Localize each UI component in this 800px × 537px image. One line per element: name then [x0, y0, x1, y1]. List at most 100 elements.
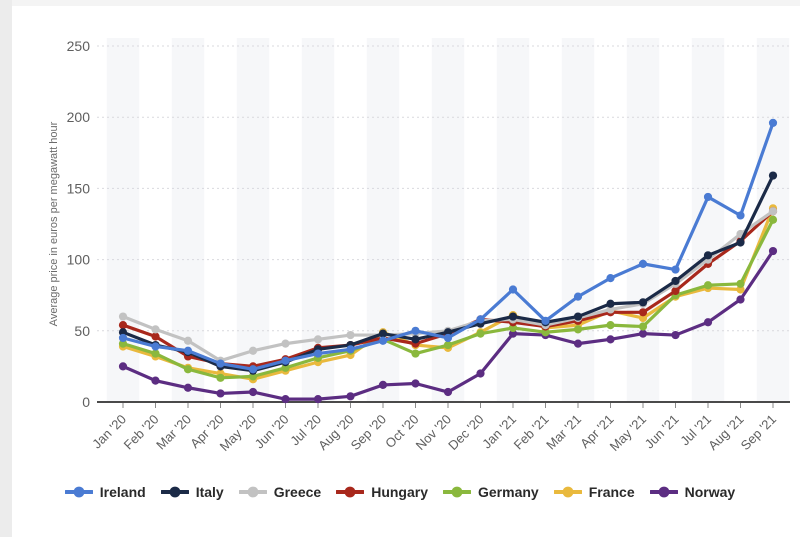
legend-item-greece[interactable]: Greece — [238, 484, 322, 500]
series-point-greece[interactable] — [118, 312, 128, 321]
series-point-norway[interactable] — [216, 389, 225, 398]
series-point-germany[interactable] — [248, 372, 258, 381]
y-tick-label: 50 — [74, 323, 90, 339]
legend-item-italy[interactable]: Italy — [160, 484, 224, 500]
series-point-norway[interactable] — [508, 329, 518, 338]
series-point-norway[interactable] — [151, 376, 160, 385]
legend-label: Greece — [273, 484, 322, 500]
series-point-germany[interactable] — [183, 365, 193, 374]
series-point-ireland[interactable] — [541, 316, 550, 325]
series-point-italy[interactable] — [411, 335, 420, 344]
series-point-greece[interactable] — [281, 339, 290, 348]
series-point-ireland[interactable] — [346, 345, 355, 354]
series-point-ireland[interactable] — [281, 356, 290, 365]
series-point-ireland[interactable] — [183, 346, 193, 355]
series-point-germany[interactable] — [703, 281, 713, 290]
x-tick-label: Jun '21 — [642, 412, 682, 452]
legend-item-norway[interactable]: Norway — [649, 484, 735, 500]
series-point-ireland[interactable] — [768, 118, 778, 127]
series-point-france[interactable] — [736, 285, 745, 294]
series-point-ireland[interactable] — [573, 292, 583, 301]
series-point-greece[interactable] — [183, 336, 193, 345]
series-point-germany[interactable] — [118, 339, 128, 348]
series-point-greece[interactable] — [768, 207, 778, 216]
series-point-hungary[interactable] — [638, 308, 648, 317]
series-point-norway[interactable] — [346, 392, 355, 401]
series-point-hungary[interactable] — [118, 321, 128, 330]
series-point-ireland[interactable] — [378, 336, 388, 345]
series-point-ireland[interactable] — [313, 349, 323, 358]
series-point-ireland[interactable] — [151, 342, 160, 351]
series-point-ireland[interactable] — [606, 274, 615, 283]
series-point-hungary[interactable] — [151, 332, 160, 341]
series-point-ireland[interactable] — [736, 211, 745, 220]
series-point-norway[interactable] — [118, 362, 128, 371]
series-point-italy[interactable] — [508, 312, 518, 321]
series-point-greece[interactable] — [346, 330, 355, 340]
x-tick-label: Nov '20 — [413, 412, 454, 453]
series-point-italy[interactable] — [736, 238, 745, 247]
series-point-italy[interactable] — [638, 298, 648, 307]
series-point-ireland[interactable] — [118, 333, 128, 343]
series-point-norway[interactable] — [476, 369, 485, 378]
series-point-germany[interactable] — [216, 373, 225, 382]
series-point-italy[interactable] — [443, 328, 453, 337]
series-point-germany[interactable] — [508, 323, 518, 333]
series-point-norway[interactable] — [606, 335, 615, 344]
series-point-norway[interactable] — [183, 383, 193, 392]
series-point-germany[interactable] — [476, 329, 485, 338]
series-point-norway[interactable] — [671, 330, 680, 340]
series-point-italy[interactable] — [606, 299, 615, 308]
series-point-ireland[interactable] — [476, 315, 485, 324]
series-point-norway[interactable] — [248, 387, 258, 397]
series-point-norway[interactable] — [768, 246, 778, 256]
series-point-germany[interactable] — [606, 321, 615, 330]
series-point-germany[interactable] — [768, 215, 778, 224]
series-point-norway[interactable] — [638, 329, 648, 338]
series-point-greece[interactable] — [606, 305, 615, 314]
series-point-italy[interactable] — [573, 312, 583, 321]
series-point-france[interactable] — [638, 313, 648, 323]
series-point-ireland[interactable] — [671, 265, 680, 274]
x-tick-label: May '20 — [217, 412, 260, 455]
series-point-germany[interactable] — [638, 322, 648, 331]
series-point-norway[interactable] — [736, 295, 745, 304]
series-point-germany[interactable] — [541, 328, 550, 337]
series-point-germany[interactable] — [573, 325, 583, 334]
series-point-greece[interactable] — [248, 346, 258, 355]
series-point-germany[interactable] — [151, 349, 160, 358]
series-point-norway[interactable] — [411, 379, 420, 388]
series-point-germany[interactable] — [281, 363, 290, 372]
series-point-norway[interactable] — [703, 318, 713, 327]
series-point-greece[interactable] — [151, 325, 160, 334]
series-point-norway[interactable] — [281, 395, 290, 404]
legend-item-france[interactable]: France — [553, 484, 635, 500]
series-point-germany[interactable] — [443, 340, 453, 350]
page-edge-top — [0, 0, 800, 6]
x-tick-label: Mar '21 — [543, 412, 584, 453]
legend-item-hungary[interactable]: Hungary — [336, 484, 428, 500]
series-point-norway[interactable] — [313, 395, 323, 404]
series-point-ireland[interactable] — [411, 326, 420, 335]
legend-item-germany[interactable]: Germany — [443, 484, 539, 500]
series-point-italy[interactable] — [378, 329, 388, 338]
series-point-italy[interactable] — [118, 328, 128, 337]
series-point-italy[interactable] — [671, 276, 680, 286]
series-point-ireland[interactable] — [216, 359, 225, 368]
series-point-ireland[interactable] — [443, 333, 453, 343]
series-point-italy[interactable] — [703, 251, 713, 260]
series-point-ireland[interactable] — [703, 192, 713, 202]
series-point-ireland[interactable] — [248, 365, 258, 374]
series-point-germany[interactable] — [411, 349, 420, 358]
series-point-hungary[interactable] — [671, 286, 680, 296]
series-point-italy[interactable] — [768, 171, 778, 180]
series-point-germany[interactable] — [736, 279, 745, 288]
series-point-ireland[interactable] — [638, 259, 648, 268]
series-point-norway[interactable] — [573, 339, 583, 348]
series-point-ireland[interactable] — [508, 285, 518, 294]
series-point-greece[interactable] — [313, 335, 323, 344]
series-point-norway[interactable] — [378, 380, 388, 390]
legend-item-ireland[interactable]: Ireland — [64, 484, 146, 500]
series-point-norway[interactable] — [443, 387, 453, 397]
